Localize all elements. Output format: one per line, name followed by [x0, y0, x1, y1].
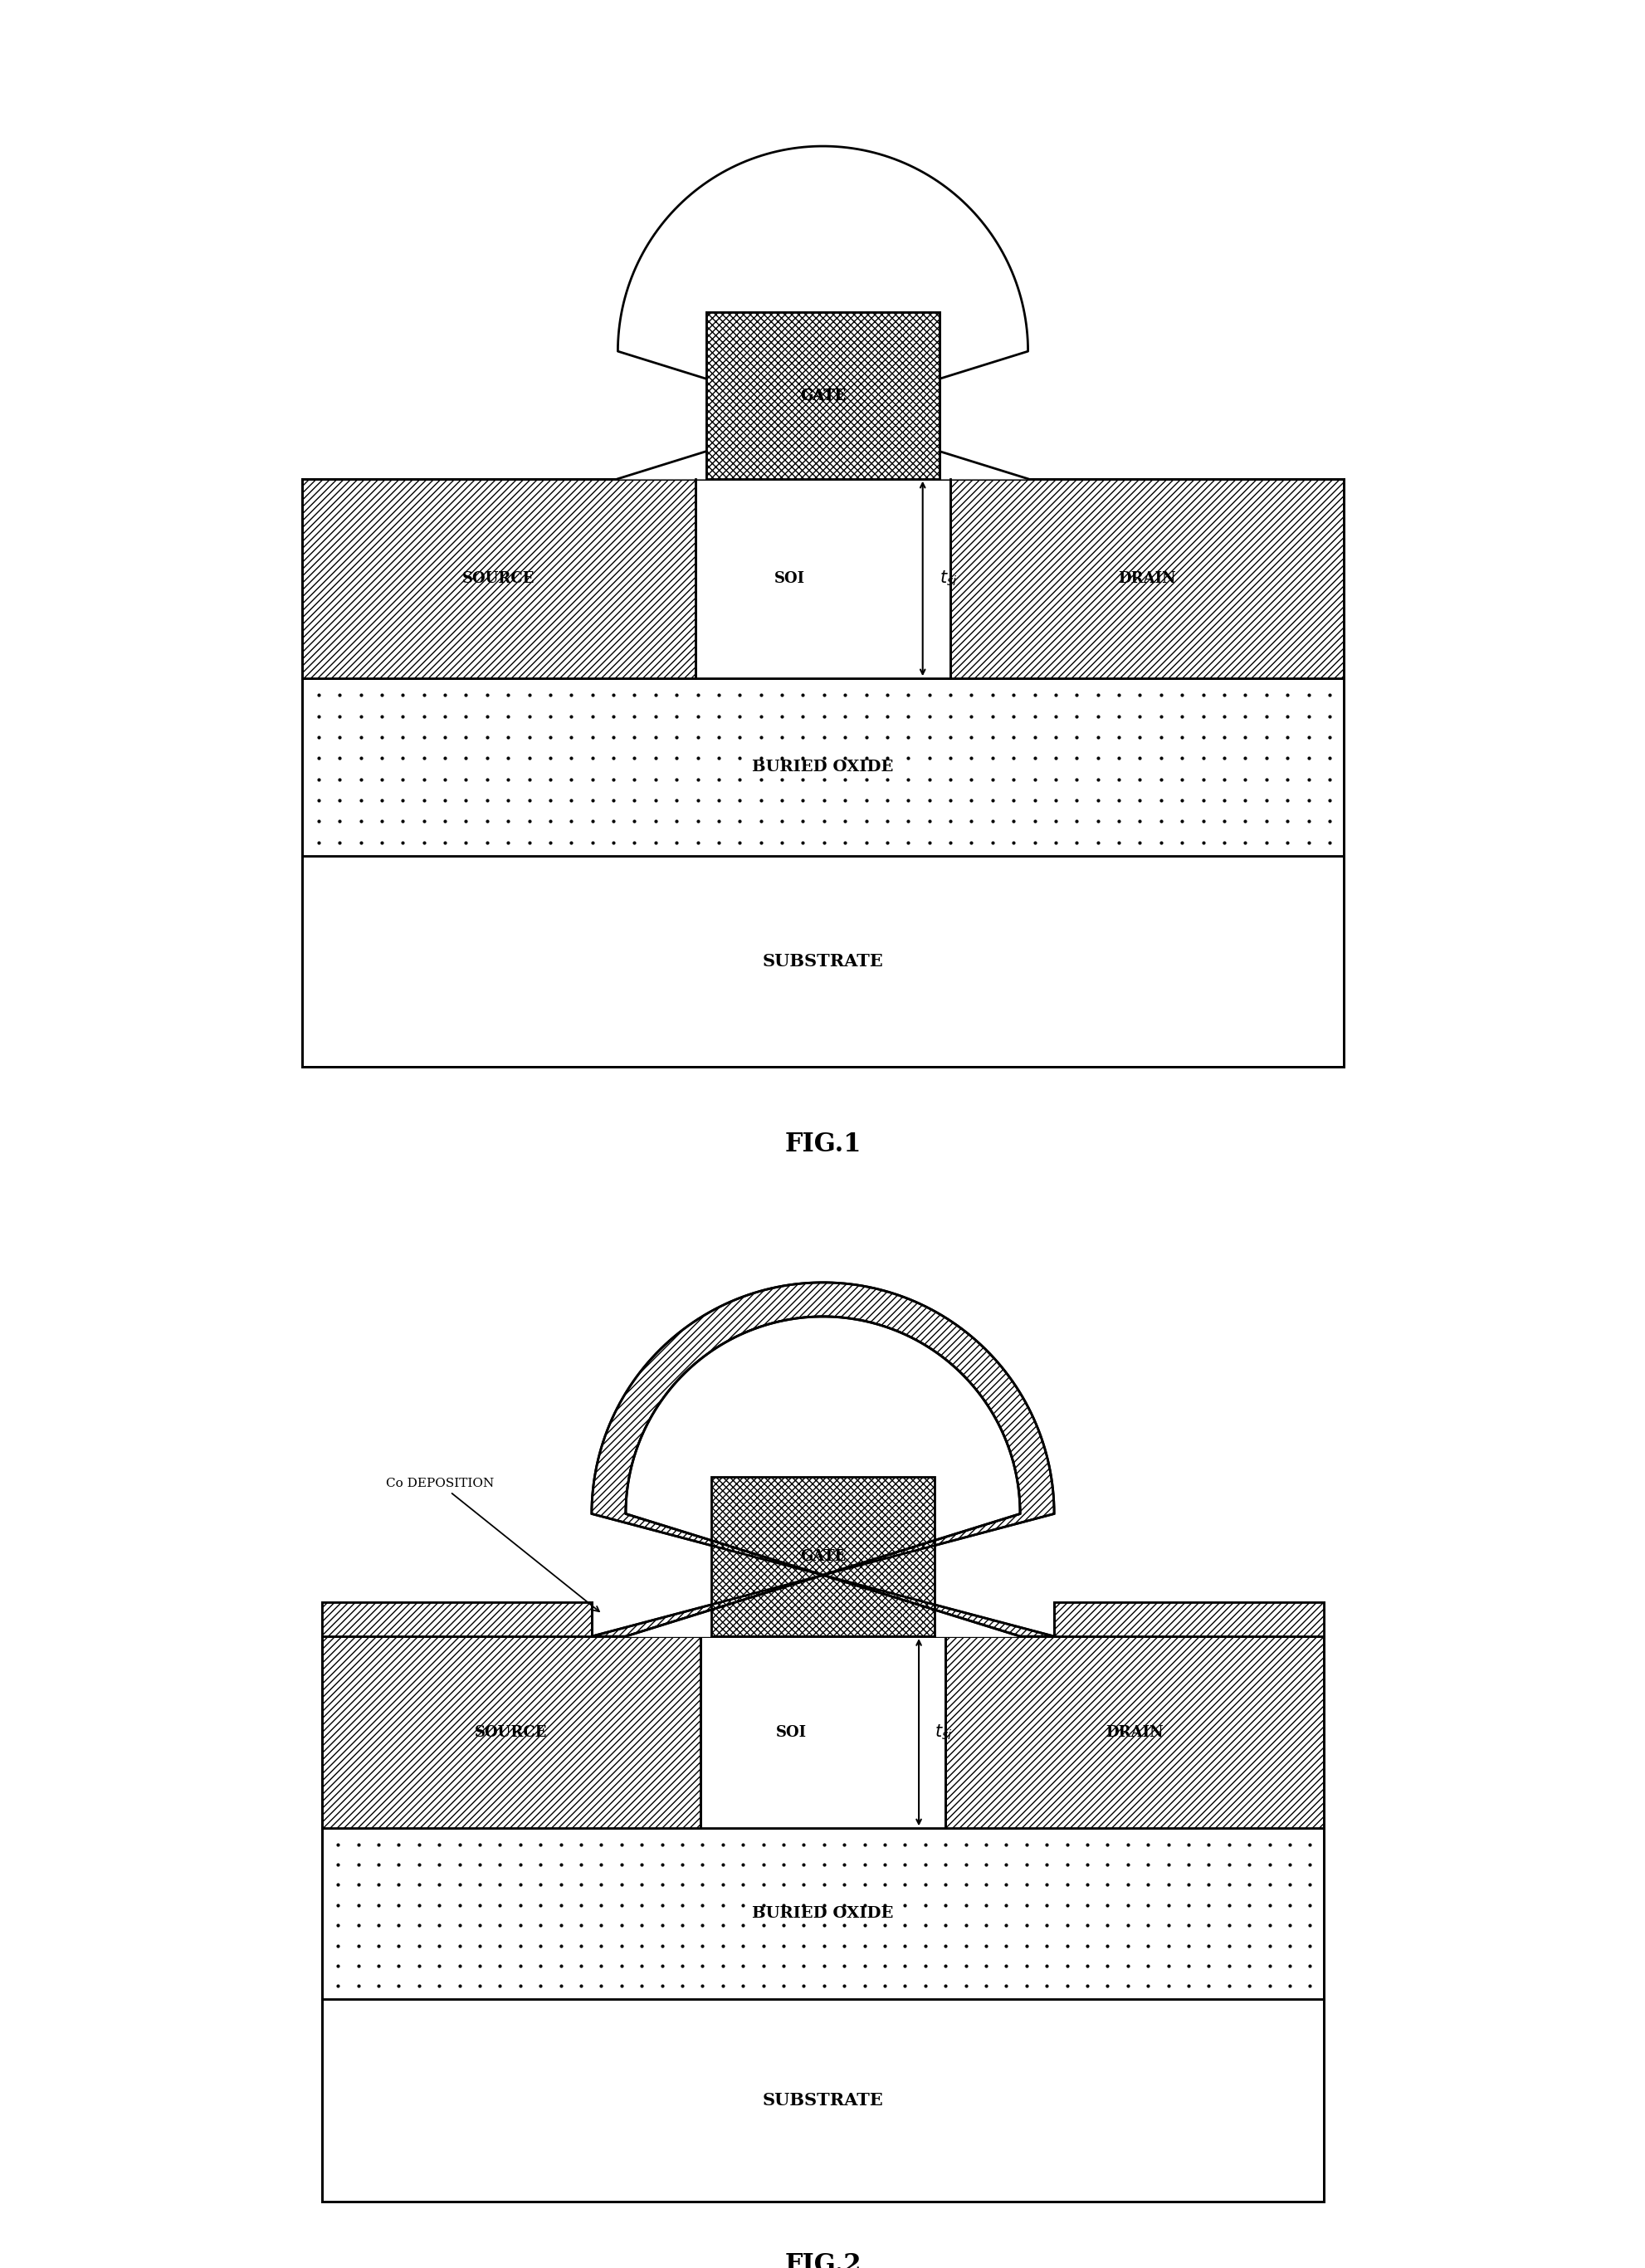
- Text: GATE: GATE: [799, 388, 846, 404]
- Bar: [706, 313, 939, 479]
- Bar: [701, 1637, 944, 1828]
- Bar: [322, 1828, 1323, 1998]
- Text: DRAIN: DRAIN: [1117, 572, 1176, 585]
- Text: SOURCE: SOURCE: [475, 1726, 548, 1740]
- Text: GATE: GATE: [799, 388, 846, 404]
- Text: BURIED OXIDE: BURIED OXIDE: [752, 1905, 893, 1921]
- Bar: [301, 678, 1344, 855]
- Bar: [944, 1637, 1323, 1828]
- Bar: [1054, 1601, 1323, 1637]
- Bar: [322, 1637, 701, 1828]
- Bar: [301, 479, 696, 678]
- Text: SUBSTRATE: SUBSTRATE: [762, 953, 883, 968]
- Text: SUBSTRATE: SUBSTRATE: [762, 2091, 883, 2109]
- Bar: [706, 313, 939, 479]
- Text: GATE: GATE: [799, 1549, 846, 1565]
- Text: SOI: SOI: [775, 1726, 806, 1740]
- Bar: [949, 479, 1344, 678]
- Bar: [696, 479, 949, 678]
- Bar: [301, 855, 1344, 1066]
- Text: FIG.2: FIG.2: [785, 2252, 860, 2268]
- Text: Co DEPOSITION: Co DEPOSITION: [387, 1479, 599, 1613]
- Text: BURIED OXIDE: BURIED OXIDE: [752, 760, 893, 776]
- Text: DRAIN: DRAIN: [1105, 1726, 1163, 1740]
- Text: $t_{si}$: $t_{si}$: [934, 1724, 952, 1742]
- Bar: [322, 1998, 1323, 2202]
- Text: FIG.1: FIG.1: [785, 1132, 860, 1157]
- Text: SOURCE: SOURCE: [462, 572, 535, 585]
- Text: SOI: SOI: [773, 572, 804, 585]
- Polygon shape: [625, 1318, 1020, 1637]
- Bar: [322, 1601, 591, 1637]
- Polygon shape: [591, 1281, 1054, 1637]
- Text: $t_{si}$: $t_{si}$: [939, 569, 957, 587]
- Bar: [711, 1476, 934, 1637]
- Polygon shape: [617, 145, 1028, 479]
